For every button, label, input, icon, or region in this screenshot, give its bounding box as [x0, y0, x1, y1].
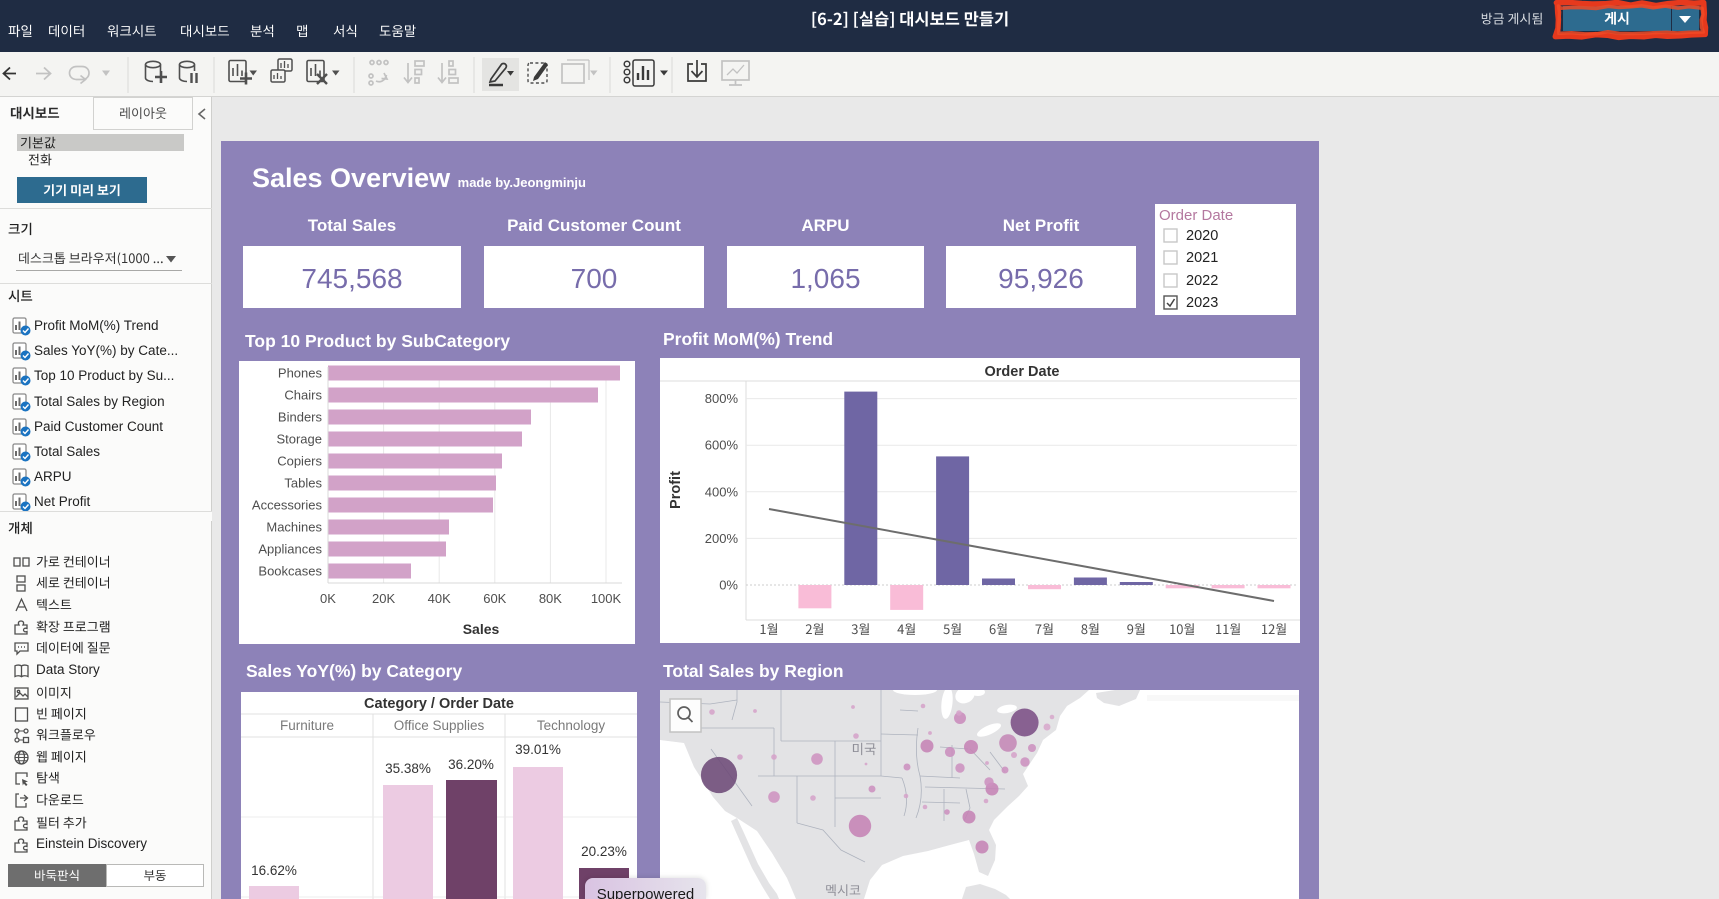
- svg-text:0%: 0%: [719, 578, 738, 593]
- svg-text:Machines: Machines: [266, 520, 322, 535]
- svg-text:36.20%: 36.20%: [448, 757, 494, 772]
- svg-text:Bookcases: Bookcases: [258, 564, 322, 579]
- svg-text:600%: 600%: [705, 438, 739, 453]
- svg-text:80K: 80K: [539, 591, 562, 606]
- svg-text:Accessories: Accessories: [252, 498, 323, 513]
- svg-text:39.01%: 39.01%: [515, 742, 561, 757]
- svg-text:Binders: Binders: [278, 410, 323, 425]
- svg-text:Copiers: Copiers: [277, 454, 322, 469]
- svg-text:Office Supplies: Office Supplies: [394, 718, 485, 733]
- svg-text:60K: 60K: [483, 591, 506, 606]
- svg-text:0K: 0K: [320, 591, 336, 606]
- svg-text:Chairs: Chairs: [284, 388, 322, 403]
- svg-text:Tables: Tables: [284, 476, 322, 491]
- svg-text:Appliances: Appliances: [258, 542, 322, 557]
- svg-text:Furniture: Furniture: [280, 718, 334, 733]
- svg-text:Phones: Phones: [278, 366, 323, 381]
- svg-text:Sales: Sales: [463, 621, 500, 637]
- svg-text:Storage: Storage: [276, 432, 322, 447]
- svg-text:Technology: Technology: [537, 718, 606, 733]
- svg-text:Profit: Profit: [668, 471, 684, 509]
- svg-text:Category / Order Date: Category / Order Date: [364, 696, 514, 712]
- svg-text:200%: 200%: [705, 531, 739, 546]
- svg-text:35.38%: 35.38%: [385, 761, 431, 776]
- svg-text:16.62%: 16.62%: [251, 863, 297, 878]
- svg-text:100K: 100K: [591, 591, 622, 606]
- svg-text:20.23%: 20.23%: [581, 844, 627, 859]
- svg-text:Order Date: Order Date: [985, 364, 1060, 380]
- svg-text:20K: 20K: [372, 591, 395, 606]
- svg-text:400%: 400%: [705, 484, 739, 499]
- svg-text:800%: 800%: [705, 391, 739, 406]
- svg-text:40K: 40K: [428, 591, 451, 606]
